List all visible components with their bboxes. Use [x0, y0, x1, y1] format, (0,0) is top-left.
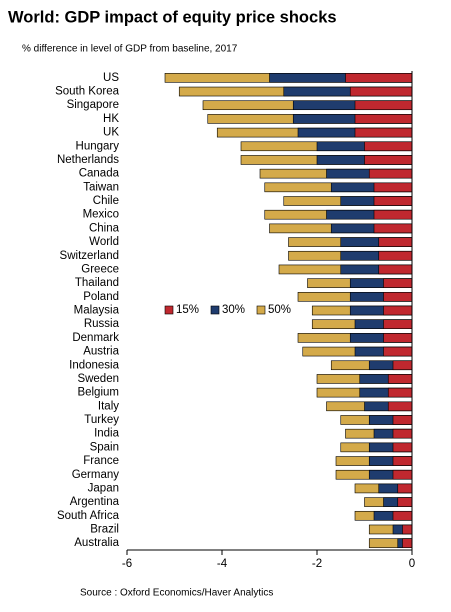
bar — [383, 333, 413, 343]
bar — [392, 469, 413, 480]
y-tick-label: Canada — [79, 168, 120, 180]
y-tick-label: US — [103, 72, 119, 84]
bar — [392, 360, 413, 371]
x-tick-label: -2 — [312, 558, 322, 570]
y-tick-label: Russia — [84, 318, 120, 330]
y-tick-label: Australia — [74, 537, 119, 549]
bar — [354, 100, 413, 111]
y-tick-label: Argentina — [70, 496, 120, 508]
y-tick-label: Germany — [72, 469, 120, 481]
chart-subtitle: % difference in level of GDP from baseli… — [22, 44, 238, 55]
bar — [354, 127, 413, 138]
y-tick-label: World — [89, 236, 119, 248]
legend-swatch — [210, 305, 220, 315]
bar — [373, 182, 413, 193]
bar — [383, 292, 413, 302]
y-tick-label: Taiwan — [83, 181, 119, 193]
chart-title: World: GDP impact of equity price shocks — [8, 8, 337, 26]
bar — [392, 442, 413, 453]
bar — [402, 524, 413, 535]
bar — [387, 374, 413, 384]
y-tick-label: Japan — [88, 482, 119, 494]
legend-swatch — [256, 305, 266, 315]
bar — [383, 346, 413, 357]
bar — [392, 428, 413, 439]
legend-label: 50% — [268, 304, 291, 316]
legend-swatch — [164, 305, 174, 315]
bar — [368, 168, 413, 179]
y-tick-label: Malaysia — [74, 305, 120, 317]
y-tick-label: Singapore — [67, 99, 119, 111]
bar — [349, 86, 413, 97]
y-tick-label: China — [89, 222, 120, 234]
y-tick-label: Italy — [98, 400, 119, 412]
y-tick-label: India — [94, 428, 120, 440]
bar — [364, 155, 413, 165]
y-tick-label: Austria — [83, 346, 119, 358]
y-tick-label: Sweden — [77, 373, 119, 385]
y-tick-label: Thailand — [75, 277, 119, 289]
bar — [383, 278, 413, 288]
y-tick-label: Chile — [93, 195, 119, 207]
y-tick-label: Hungary — [76, 140, 120, 152]
bar — [397, 497, 413, 507]
legend-label: 30% — [222, 304, 245, 316]
bar — [402, 538, 413, 548]
y-tick-label: Mexico — [83, 209, 119, 221]
y-tick-label: Switzerland — [60, 250, 119, 262]
y-tick-label: Brazil — [90, 524, 119, 536]
y-tick-label: Denmark — [72, 332, 119, 344]
y-tick-label: South Korea — [55, 86, 120, 98]
bar — [378, 264, 413, 275]
y-tick-label: Turkey — [84, 414, 119, 426]
bar — [373, 196, 413, 206]
bar — [364, 141, 413, 152]
bar — [383, 319, 413, 329]
bar — [387, 401, 413, 412]
bar — [373, 209, 413, 220]
bar — [392, 510, 413, 521]
bar — [392, 415, 413, 425]
bar — [373, 223, 413, 234]
bar — [397, 483, 413, 494]
y-tick-label: Greece — [81, 263, 119, 275]
y-tick-label: France — [83, 455, 119, 467]
x-tick-label: 0 — [409, 558, 415, 570]
y-tick-label: Netherlands — [57, 154, 119, 166]
bar — [345, 73, 413, 83]
bar — [387, 387, 413, 398]
y-tick-label: South Africa — [57, 510, 120, 522]
bar — [378, 250, 413, 261]
y-tick-label: Spain — [90, 441, 119, 453]
bar — [383, 305, 413, 316]
y-tick-label: HK — [103, 113, 119, 125]
x-tick-label: -6 — [122, 558, 132, 570]
legend-label: 15% — [176, 304, 199, 316]
x-tick-label: -4 — [217, 558, 228, 570]
bar — [378, 237, 413, 247]
y-tick-label: Poland — [83, 291, 119, 303]
y-tick-label: Belgium — [77, 387, 119, 399]
bar — [392, 456, 413, 466]
y-tick-label: UK — [103, 127, 119, 139]
y-tick-label: Indonesia — [69, 359, 119, 371]
source: Source : Oxford Economics/Haver Analytic… — [80, 588, 273, 599]
bar — [354, 114, 413, 124]
